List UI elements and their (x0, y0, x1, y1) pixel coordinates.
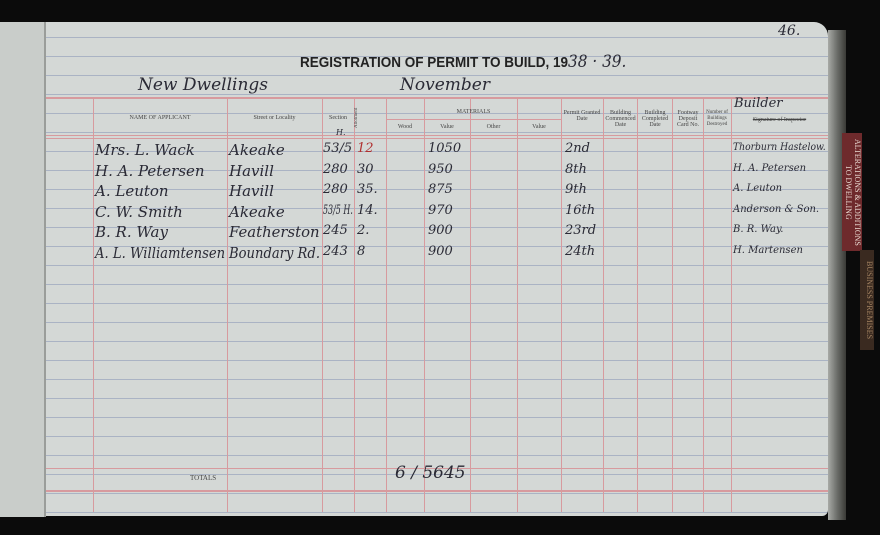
column-rule (603, 97, 604, 512)
applicant-name: A. L. Williamtensen (95, 243, 226, 262)
column-rule (322, 97, 323, 512)
builder: A. Leuton (733, 183, 783, 194)
header-section: Section (329, 115, 347, 121)
page-number: 46. (778, 23, 801, 39)
allotment: 12 (357, 141, 374, 156)
applicant-name: C. W. Smith (95, 202, 183, 221)
totals-label: TOTALS (190, 474, 217, 482)
permit-date: 24th (565, 243, 596, 259)
section-prefix: H. (336, 128, 346, 137)
header-value-1: Value (440, 124, 454, 130)
title-year: 38 · 39. (568, 52, 627, 72)
ledger-page (46, 22, 828, 516)
month: November (400, 75, 490, 95)
allotment: 8 (357, 243, 366, 259)
value: 900 (428, 223, 453, 238)
section: 245 (323, 223, 348, 238)
header-name: NAME OF APPLICANT (129, 115, 191, 121)
header-destroyed: Number of Buildings Destroyed (706, 110, 728, 127)
header-completed: Building Completed Date (641, 110, 669, 128)
applicant-name: A. Leuton (95, 182, 169, 200)
allotment: 30 (357, 161, 374, 177)
column-rule (227, 97, 228, 512)
column-rule (354, 97, 355, 512)
category: New Dwellings (138, 75, 268, 95)
section: 243 (323, 243, 348, 259)
page-title: REGISTRATION OF PERMIT TO BUILD, 1938 · … (300, 52, 626, 72)
row-rule (46, 490, 828, 492)
title-text: REGISTRATION OF PERMIT TO BUILD, 19 (300, 54, 569, 71)
builder: Thorburn Hastelow. (733, 142, 826, 153)
section: 53/5 (323, 141, 353, 156)
builder: B. R. Way. (733, 224, 784, 235)
permit-date: 16th (565, 202, 596, 218)
section: 53/5 H. (323, 202, 353, 218)
totals-value: 6 / 5645 (395, 463, 466, 483)
builder: H. A. Petersen (733, 162, 807, 174)
builder: H. Martensen (733, 244, 803, 256)
column-rule (561, 97, 562, 512)
permit-date: 8th (565, 161, 587, 177)
column-rule (470, 97, 471, 512)
column-rule (386, 97, 387, 512)
column-rule (637, 97, 638, 512)
street: Havill (229, 182, 274, 200)
header-builder-handwritten: Builder (734, 96, 783, 111)
column-rule (703, 97, 704, 512)
street: Featherston (229, 223, 320, 241)
header-value-2: Value (532, 124, 546, 130)
allotment: 14. (357, 202, 378, 218)
builder: Anderson & Son. (733, 203, 820, 215)
facing-page (0, 22, 46, 517)
applicant-name: H. A. Petersen (95, 161, 205, 180)
materials-rule (386, 119, 561, 120)
column-rule (517, 97, 518, 512)
value: 875 (428, 182, 453, 197)
header-commenced: Building Commenced Date (605, 110, 636, 128)
row-rule (46, 97, 828, 99)
page-edges (828, 30, 846, 520)
column-rule (93, 97, 94, 512)
row-rule (46, 135, 828, 136)
header-inspector: Signature of Inspector (752, 117, 807, 123)
header-footway: Footway Deposit Card No. (677, 110, 699, 128)
column-rule (731, 97, 732, 512)
permit-date: 2nd (565, 141, 590, 156)
permit-date: 23rd (565, 223, 597, 238)
street: Havill (229, 161, 274, 180)
section: 280 (323, 182, 348, 197)
header-permit: Permit Granted Date (563, 110, 601, 122)
row-rule (46, 138, 828, 139)
column-rule (424, 97, 425, 512)
permit-date: 9th (565, 182, 587, 197)
street: Akeake (229, 141, 285, 159)
row-rule (46, 468, 828, 469)
header-materials: MATERIALS (456, 109, 491, 115)
column-rule (672, 97, 673, 512)
value: 900 (428, 243, 453, 259)
allotment: 2. (357, 223, 370, 238)
index-tab-business[interactable]: BUSINESS PREMISES (860, 250, 874, 350)
header-other: Other (486, 124, 501, 130)
section: 280 (323, 161, 348, 177)
street: Akeake (229, 202, 285, 221)
allotment: 35. (357, 182, 378, 197)
index-tab-alterations[interactable]: ALTERATIONS & ADDITIONS TO DWELLING (842, 133, 862, 251)
value: 970 (428, 202, 453, 218)
street: Boundary Rd. (229, 243, 320, 262)
value: 950 (428, 161, 453, 177)
applicant-name: B. R. Way (95, 223, 168, 241)
header-street: Street or Locality (253, 115, 296, 121)
header-allotment: Allotment (354, 107, 359, 129)
value: 1050 (428, 141, 462, 156)
header-wood: Wood (397, 124, 413, 130)
applicant-name: Mrs. L. Wack (95, 141, 195, 159)
